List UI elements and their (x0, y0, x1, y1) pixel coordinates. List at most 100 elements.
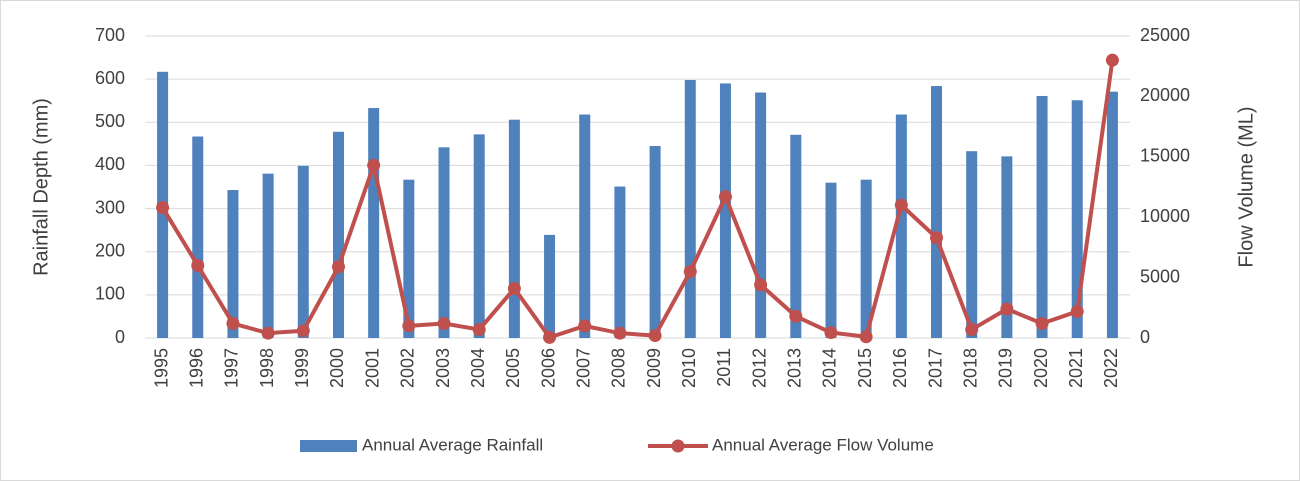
line-point (331, 260, 345, 274)
line-point (1070, 304, 1084, 318)
line-point (296, 324, 310, 338)
bar (1001, 156, 1013, 338)
x-tick-label: 1995 (151, 348, 171, 388)
line-point (507, 281, 521, 295)
x-tick-label: 2008 (609, 348, 629, 388)
y2-tick-label: 0 (1140, 327, 1150, 347)
x-tick-label: 2014 (820, 348, 840, 388)
x-tick-label: 2004 (468, 348, 488, 388)
line-point (965, 323, 979, 337)
line-point (543, 330, 557, 344)
bar (931, 86, 943, 338)
x-tick-label: 2002 (398, 348, 418, 388)
y2-tick-label: 5000 (1140, 266, 1180, 286)
x-tick-label: 2006 (538, 348, 558, 388)
bar (966, 151, 978, 338)
bar (297, 165, 309, 338)
line-point (261, 326, 275, 340)
x-tick-label: 2010 (679, 348, 699, 388)
y2-tick-label: 15000 (1140, 146, 1190, 166)
bar (1106, 91, 1118, 338)
x-tick-label: 2020 (1031, 348, 1051, 388)
bar (614, 186, 626, 338)
y-tick-label: 600 (95, 68, 125, 88)
line-point (789, 309, 803, 323)
x-tick-label: 2018 (960, 348, 980, 388)
line-point (226, 317, 240, 331)
line (160, 59, 1115, 340)
line-point (824, 326, 838, 340)
line-point (648, 329, 662, 343)
x-tick-label: 2017 (925, 348, 945, 388)
y-tick-label: 500 (95, 111, 125, 131)
x-tick-label: 2011 (714, 348, 734, 387)
line-point (894, 198, 908, 212)
y2-tick-label: 20000 (1140, 85, 1190, 105)
legend-swatch (300, 440, 357, 452)
y-tick-label: 200 (95, 240, 125, 260)
x-tick-label: 2019 (996, 348, 1016, 388)
line-point (613, 326, 627, 340)
x-tick-label: 2021 (1066, 348, 1086, 388)
line-point (156, 201, 170, 215)
bar (790, 134, 802, 338)
bar (544, 234, 556, 338)
bar (895, 114, 907, 339)
line-point (437, 317, 451, 331)
bar (403, 179, 415, 338)
x-tick-label: 1996 (187, 348, 207, 388)
bar (332, 131, 344, 338)
bar (227, 190, 239, 338)
legend-marker (671, 439, 685, 453)
y2-tick-label: 10000 (1140, 206, 1190, 226)
y-tick-label: 100 (95, 284, 125, 304)
x-tick-label: 2013 (785, 348, 805, 388)
bar (368, 108, 380, 338)
line-point (930, 231, 944, 245)
line-point (191, 259, 205, 273)
line-point (1035, 317, 1049, 331)
x-tick-label: 1997 (222, 348, 242, 388)
bar (508, 119, 520, 338)
x-tick-label: 2001 (362, 348, 382, 388)
bar (755, 92, 767, 338)
y-axis-title: Rainfall Depth (mm) (30, 98, 52, 276)
y-tick-label: 0 (115, 327, 125, 347)
y-tick-label: 400 (95, 154, 125, 174)
legend-label: Annual Average Flow Volume (712, 435, 934, 454)
y-tick-label: 700 (95, 25, 125, 45)
line-point (402, 319, 416, 333)
line-point (754, 278, 768, 292)
bar (262, 173, 274, 338)
bar (473, 134, 485, 338)
x-tick-label: 2009 (644, 348, 664, 388)
x-tick-label: 2012 (749, 348, 769, 388)
line-point (859, 330, 873, 344)
line-point (472, 323, 486, 337)
y2-axis-title: Flow Volume (ML) (1235, 106, 1257, 267)
x-tick-label: 2022 (1101, 348, 1121, 388)
line-point (718, 190, 732, 204)
x-tick-label: 2000 (327, 348, 347, 388)
legend-label: Annual Average Rainfall (362, 435, 543, 454)
x-tick-label: 2016 (890, 348, 910, 388)
bar (1071, 100, 1083, 338)
bar (825, 182, 837, 338)
bar (192, 136, 204, 338)
x-tick-label: 2015 (855, 348, 875, 388)
x-tick-label: 2005 (503, 348, 523, 388)
line-point (1105, 53, 1119, 67)
bar (860, 179, 872, 338)
bar (1036, 95, 1048, 339)
x-tick-label: 2007 (573, 348, 593, 388)
x-tick-label: 1998 (257, 348, 277, 388)
line-point (683, 265, 697, 279)
bar (684, 80, 696, 339)
x-tick-label: 1999 (292, 348, 312, 388)
bar (579, 114, 591, 339)
bar (438, 147, 450, 338)
bar (649, 146, 661, 338)
line-point (367, 158, 381, 172)
y-tick-label: 300 (95, 197, 125, 217)
